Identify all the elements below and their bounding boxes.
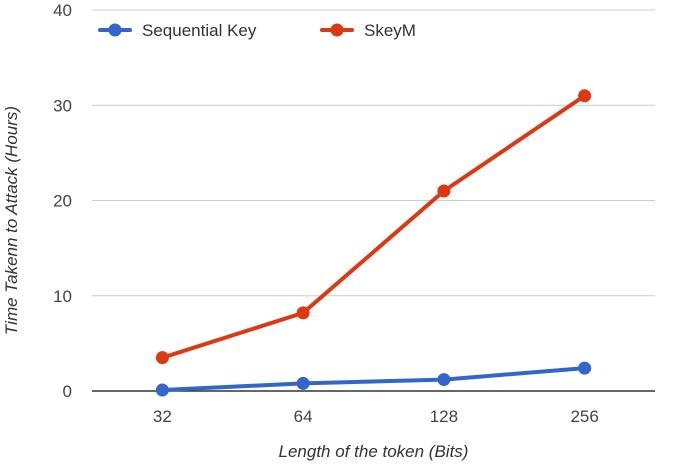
legend-label-skeym: SkeyM bbox=[364, 21, 416, 40]
data-point-sequential-key-128[interactable] bbox=[437, 373, 451, 387]
data-point-skeym-32[interactable] bbox=[155, 351, 169, 365]
x-tick-label-128: 128 bbox=[430, 407, 458, 426]
data-point-skeym-256[interactable] bbox=[578, 89, 592, 103]
series-line-skeym bbox=[160, 93, 587, 360]
y-tick-label-30: 30 bbox=[53, 96, 72, 115]
x-tick-label-32: 32 bbox=[153, 407, 172, 426]
data-point-sequential-key-256[interactable] bbox=[578, 361, 592, 375]
data-point-skeym-128[interactable] bbox=[437, 184, 451, 198]
legend-item-sequential-key[interactable]: Sequential Key bbox=[98, 21, 257, 40]
data-point-skeym-64[interactable] bbox=[296, 306, 310, 320]
legend-item-skeym[interactable]: SkeyM bbox=[320, 21, 416, 40]
gridlines bbox=[92, 9, 655, 297]
x-axis-title: Length of the token (Bits) bbox=[279, 442, 469, 461]
x-axis-ticks: 32 64 128 256 bbox=[153, 407, 599, 426]
series-layer bbox=[155, 89, 592, 397]
legend-label-sequential-key: Sequential Key bbox=[142, 21, 257, 40]
data-point-sequential-key-64[interactable] bbox=[296, 376, 310, 390]
x-tick-label-256: 256 bbox=[570, 407, 598, 426]
x-tick-label-64: 64 bbox=[294, 407, 313, 426]
legend: Sequential Key SkeyM bbox=[98, 21, 416, 40]
y-axis-ticks: 0 10 20 30 40 bbox=[53, 1, 72, 401]
legend-swatch-marker-skeym bbox=[330, 23, 344, 37]
y-tick-label-10: 10 bbox=[53, 287, 72, 306]
y-axis-title: Time Takenn to Attack (Hours) bbox=[2, 106, 21, 335]
series-sequential-key bbox=[155, 361, 592, 397]
y-tick-label-40: 40 bbox=[53, 1, 72, 20]
series-line-sequential-key bbox=[160, 366, 587, 393]
data-point-sequential-key-32[interactable] bbox=[155, 383, 169, 397]
legend-swatch-marker-sequential-key bbox=[108, 23, 122, 37]
y-tick-label-20: 20 bbox=[53, 192, 72, 211]
series-skeym bbox=[155, 89, 592, 365]
y-tick-label-0: 0 bbox=[63, 382, 72, 401]
